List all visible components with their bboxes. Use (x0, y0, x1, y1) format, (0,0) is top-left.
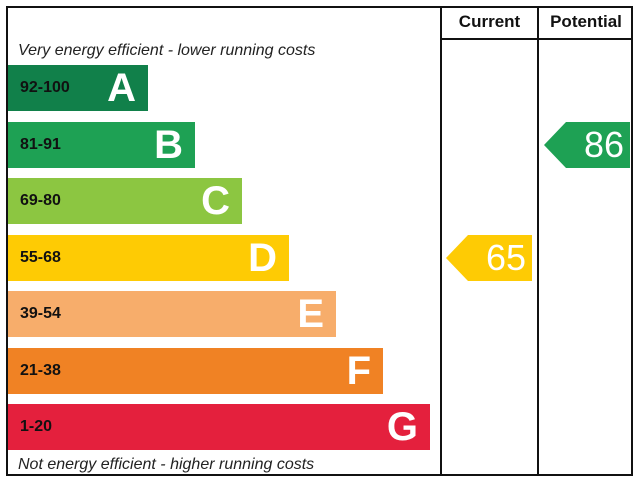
potential-arrow-shape (544, 121, 630, 168)
band-e: 39-54 E (8, 291, 336, 337)
band-letter: F (346, 348, 371, 393)
chart-frame (6, 6, 633, 476)
band-d: 55-68 D (8, 234, 289, 281)
current-column-header: Current (458, 12, 521, 31)
potential-rating-arrow: 86 (544, 121, 630, 168)
band-b: 81-91 B (8, 121, 195, 168)
band-letter: B (154, 122, 183, 167)
current-rating-arrow: 65 (446, 234, 532, 281)
current-rating-value: 65 (485, 236, 526, 278)
band-f: 21-38 F (8, 347, 383, 394)
band-g: 1-20 G (8, 404, 430, 450)
potential-column-header: Potential (550, 12, 622, 31)
band-range-label: 81-91 (20, 135, 61, 153)
band-range-label: 55-68 (20, 248, 61, 266)
band-letter: C (201, 179, 230, 223)
band-range-label: 1-20 (20, 418, 53, 435)
band-letter: A (107, 66, 136, 110)
header-divider (441, 38, 633, 40)
potential-rating-value: 86 (583, 123, 624, 165)
band-range-label: 21-38 (20, 361, 61, 379)
band-letter: G (386, 405, 418, 449)
current-arrow-shape (446, 234, 532, 281)
band-c: 69-80 C (8, 178, 242, 224)
band-range-label: 69-80 (20, 192, 61, 209)
column-divider-potential (537, 6, 539, 476)
band-range-label: 92-100 (20, 79, 70, 96)
column-divider-current (440, 6, 442, 476)
band-a: 92-100 A (8, 65, 148, 111)
band-letter: D (248, 235, 277, 280)
band-letter: E (297, 292, 324, 336)
band-range-label: 39-54 (20, 305, 61, 322)
caption-bottom: Not energy efficient - higher running co… (18, 456, 315, 473)
caption-top: Very energy efficient - lower running co… (18, 42, 316, 59)
